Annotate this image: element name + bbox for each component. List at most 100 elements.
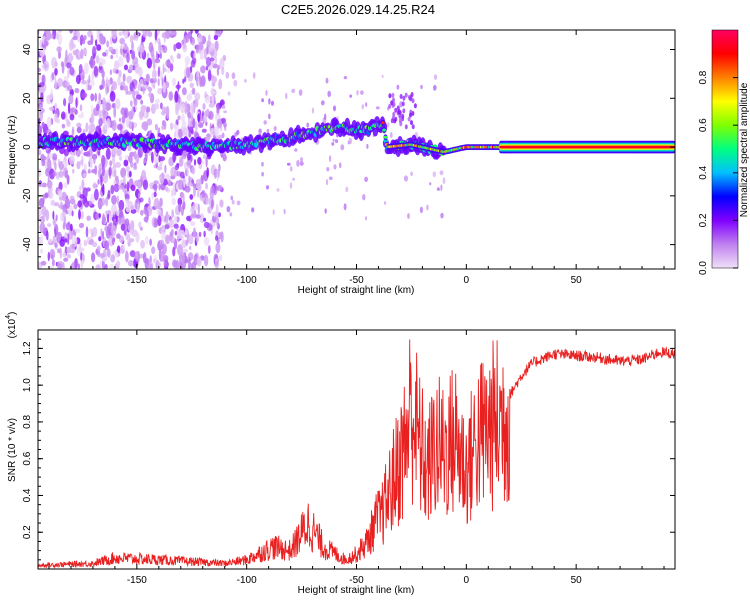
spectrogram-noise-blob xyxy=(61,191,67,202)
spectrogram-noise-blob xyxy=(163,261,170,268)
spectrogram-noise-blob xyxy=(399,94,403,99)
spectrogram-noise-blob xyxy=(75,97,78,109)
spectrogram-noise-blob xyxy=(118,31,123,36)
spectrogram-noise-blob xyxy=(52,235,56,245)
spectrogram-noise-blob xyxy=(365,216,367,221)
spectrogram-noise-blob xyxy=(111,119,117,131)
spectrogram-noise-blob xyxy=(92,52,96,60)
spectrogram-noise-blob xyxy=(181,113,185,123)
spectrogram-noise-blob xyxy=(266,185,269,190)
spectrogram-noise-blob xyxy=(61,111,66,120)
snr-multiplier-exp: 4 xyxy=(5,315,12,319)
spectrogram-noise-blob xyxy=(329,155,332,163)
spectrogram-noise-blob xyxy=(69,30,73,34)
spectrogram-noise-blob xyxy=(58,50,61,59)
spectrogram-noise-blob xyxy=(63,148,69,157)
spectrogram-noise-blob xyxy=(203,217,207,222)
spectrogram-noise-blob xyxy=(201,128,207,133)
spectrogram-noise-blob xyxy=(163,218,166,223)
spectrogram-noise-blob xyxy=(185,67,191,78)
spectrogram-noise-blob xyxy=(67,54,70,63)
spectrogram-noise-blob xyxy=(66,253,72,259)
spectrogram-noise-blob xyxy=(388,104,392,109)
spectrogram-noise-blob xyxy=(70,107,77,113)
spectrogram-noise-blob xyxy=(221,132,225,139)
spectrogram-noise-blob xyxy=(38,237,41,246)
spectrogram-noise-blob xyxy=(51,153,58,161)
spectrogram-noise-blob xyxy=(79,104,83,112)
spectrogram-noise-blob xyxy=(191,261,196,269)
spectrogram-noise-blob xyxy=(109,212,112,222)
spectrogram-noise-blob xyxy=(123,30,129,39)
spectrogram-noise-blob xyxy=(46,94,51,105)
spectrogram-noise-blob xyxy=(93,65,99,77)
spectrogram-noise-blob xyxy=(348,137,353,145)
spectrogram-noise-blob xyxy=(100,174,103,187)
spectrogram-noise-blob xyxy=(407,213,410,219)
spectrogram-noise-blob xyxy=(251,207,255,213)
spectrogram-noise-blob xyxy=(52,210,55,220)
spectrogram-noise-blob xyxy=(96,30,99,42)
spectrogram-noise-blob xyxy=(102,101,107,111)
spectrogram-noise-blob xyxy=(77,263,80,269)
spectrogram-noise-blob xyxy=(276,188,280,192)
spectrogram-noise-blob xyxy=(349,94,353,98)
spectrogram-noise-blob xyxy=(189,194,194,200)
spectrogram-noise-blob xyxy=(227,91,231,96)
spectrogram-noise-blob xyxy=(62,211,66,217)
spectrogram-noise-blob xyxy=(100,253,105,258)
spectrogram-noise-blob xyxy=(78,222,85,229)
spectrogram-noise-blob xyxy=(381,74,384,78)
spectrogram-noise-blob xyxy=(86,215,91,221)
spectrogram-noise-blob xyxy=(53,202,60,207)
spectrogram-noise-blob xyxy=(43,60,50,72)
spectrogram-noise-blob xyxy=(115,68,119,74)
spectrogram-noise-blob xyxy=(39,248,44,254)
spectrogram-noise-blob xyxy=(216,105,220,116)
spectrogram-noise-blob xyxy=(289,182,293,189)
spectrogram-noise-blob xyxy=(333,164,337,170)
spectrogram-noise-blob xyxy=(215,203,219,215)
spectrogram-noise-blob xyxy=(62,221,66,230)
spectrogram-noise-blob xyxy=(169,63,174,72)
spectrogram-noise-blob xyxy=(209,42,215,52)
spectrogram-noise-blob xyxy=(401,101,405,107)
spectrogram-noise-blob xyxy=(122,73,126,82)
spectrogram-noise-blob xyxy=(57,190,63,198)
spectrogram-noise-blob xyxy=(410,171,413,176)
spectrogram-noise-blob xyxy=(51,258,55,267)
spectrogram-noise-blob xyxy=(174,164,179,171)
spectrogram-noise-blob xyxy=(141,169,147,181)
spectrogram-noise-blob xyxy=(128,64,134,72)
spectrogram-noise-blob xyxy=(157,215,162,227)
spectrogram-noise-blob xyxy=(159,156,166,162)
spectrogram-noise-blob xyxy=(98,109,104,119)
spectrogram-noise-blob xyxy=(128,259,134,267)
spectrogram-noise-blob xyxy=(210,185,215,194)
spectrogram-noise-blob xyxy=(191,38,195,46)
spectrogram-noise-blob xyxy=(205,56,212,67)
spectrogram-noise-blob xyxy=(54,68,58,76)
spectrogram-noise-blob xyxy=(173,223,179,229)
spectrogram-noise-blob xyxy=(153,218,159,228)
spectrogram-noise-blob xyxy=(195,214,201,219)
spectrogram-noise-blob xyxy=(98,117,103,127)
spectrogram-noise-blob xyxy=(127,223,131,231)
spectrogram-noise-blob xyxy=(89,228,93,234)
spectrogram-noise-blob xyxy=(236,200,241,206)
spectrogram-noise-blob xyxy=(161,32,167,39)
spectrogram-noise-blob xyxy=(124,218,130,227)
spectrogram-noise-blob xyxy=(142,105,148,110)
spectrogram-y-tick-label: 40 xyxy=(22,44,33,56)
spectrogram-noise-blob xyxy=(92,241,98,248)
snr-y-label: SNR (10 * v/v) xyxy=(7,418,18,482)
spectrogram-noise-blob xyxy=(184,228,188,236)
spectrogram-noise-blob xyxy=(133,31,139,39)
spectrogram-noise-blob xyxy=(81,80,87,85)
spectrogram-noise-blob xyxy=(356,90,359,96)
spectrogram-noise-blob xyxy=(125,250,129,262)
spectrogram-noise-blob xyxy=(169,236,175,244)
spectrogram-noise-blob xyxy=(90,93,95,102)
spectrogram-noise-blob xyxy=(195,235,199,243)
spectrogram-noise-blob xyxy=(145,73,150,83)
